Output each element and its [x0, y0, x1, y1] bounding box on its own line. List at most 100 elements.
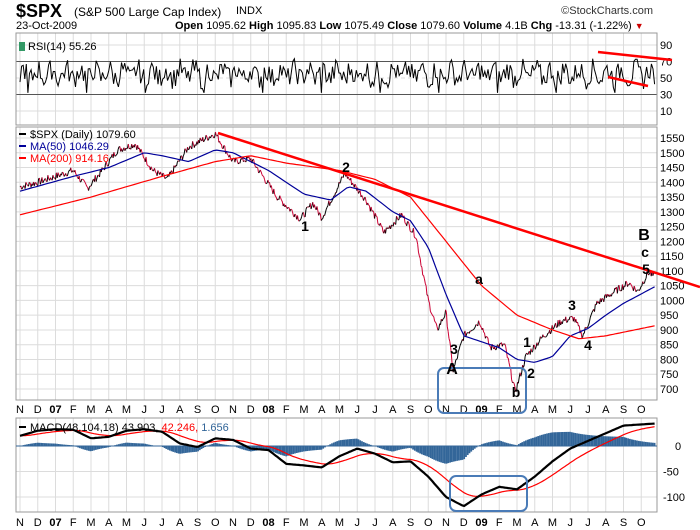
price-segment: [487, 337, 490, 345]
x-tick-label: J: [355, 404, 361, 416]
price-segment: [226, 153, 229, 156]
price-segment: [116, 149, 119, 155]
price-segment: [542, 334, 545, 338]
price-segment: [512, 381, 515, 384]
price-segment: [622, 285, 625, 290]
price-segment: [629, 282, 632, 285]
price-segment: [367, 202, 370, 206]
price-segment: [403, 215, 406, 223]
price-segment: [445, 312, 448, 327]
macd-legend-value: 1.656: [201, 422, 229, 434]
x-tick-label: N: [16, 404, 24, 416]
price-segment: [267, 179, 270, 183]
price-segment: [448, 338, 451, 342]
x-tick-label: S: [194, 404, 201, 416]
x-tick-label: S: [620, 404, 627, 416]
price-segment: [408, 224, 411, 231]
price-segment: [472, 329, 474, 331]
price-segment: [90, 183, 93, 187]
macd-tick-label: -100: [663, 492, 685, 504]
price-segment: [600, 298, 603, 303]
price-segment: [646, 271, 649, 274]
price-segment: [115, 154, 117, 157]
price-segment: [84, 182, 87, 185]
price-segment: [294, 213, 297, 216]
x-tick-label: J: [159, 404, 165, 416]
price-segment: [291, 209, 293, 212]
price-segment: [319, 212, 321, 215]
price-segment: [71, 170, 73, 173]
price-segment: [270, 185, 273, 191]
x-tick-label: J: [568, 517, 574, 529]
price-segment: [456, 358, 458, 360]
price-segment: [192, 141, 194, 145]
price-segment: [105, 161, 108, 166]
price-segment: [625, 280, 628, 283]
x-tick-label: O: [637, 517, 646, 529]
x-tick-label: M: [335, 404, 344, 416]
price-segment: [300, 216, 303, 220]
price-tick-label: 750: [660, 369, 678, 381]
x-tick-label: S: [194, 517, 201, 529]
x-tick-label: A: [531, 404, 539, 416]
price-segment: [205, 134, 208, 138]
price-segment: [184, 148, 187, 151]
price-segment: [159, 171, 162, 175]
price-segment: [319, 213, 322, 221]
price-segment: [397, 218, 400, 221]
price-segment: [575, 318, 578, 324]
price-segment: [473, 326, 476, 329]
price-segment: [204, 138, 206, 141]
price-segment: [588, 321, 590, 326]
low-value: 1075.49: [344, 20, 385, 32]
price-segment: [427, 295, 430, 301]
price-segment: [260, 171, 263, 175]
price-segment: [134, 143, 137, 146]
price-segment: [645, 271, 648, 279]
price-segment: [603, 295, 606, 302]
price-segment: [589, 314, 592, 318]
price-segment: [88, 185, 91, 188]
ma50-line: [19, 149, 655, 363]
price-segment: [468, 330, 471, 334]
price-segment: [416, 240, 419, 245]
price-tick-label: 1450: [660, 163, 684, 175]
price-segment: [70, 167, 73, 173]
x-tick-label: M: [512, 517, 521, 529]
price-tick-label: 950: [660, 310, 678, 322]
price-segment: [203, 139, 205, 143]
x-tick-label: N: [229, 404, 237, 416]
price-segment: [262, 175, 264, 177]
price-segment: [640, 285, 643, 287]
price-segment: [450, 347, 453, 357]
price-segment: [154, 171, 157, 174]
price-segment: [555, 322, 557, 328]
price-segment: [438, 323, 441, 330]
price-segment: [538, 340, 540, 344]
price-segment: [581, 336, 583, 339]
price-segment: [320, 218, 323, 221]
price-segment: [183, 148, 186, 155]
price-segment: [479, 325, 482, 328]
price-segment: [407, 221, 410, 225]
price-segment: [553, 325, 556, 329]
price-segment: [91, 180, 94, 184]
x-tick-label: O: [211, 517, 220, 529]
price-segment: [466, 332, 468, 334]
rsi-icon: [19, 42, 25, 51]
panel-border: [15, 32, 658, 126]
price-segment: [495, 348, 497, 351]
price-segment: [325, 206, 328, 210]
price-segment: [484, 336, 487, 339]
price-segment: [638, 288, 641, 291]
price-tick-label: 1150: [660, 251, 684, 263]
price-segment: [546, 332, 549, 336]
price-segment: [43, 179, 45, 182]
price-segment: [305, 206, 308, 210]
price-tick-label: 1550: [660, 133, 684, 145]
price-segment: [339, 181, 342, 184]
x-tick-label: A: [105, 404, 113, 416]
price-segment: [431, 314, 434, 317]
price-segment: [478, 323, 481, 326]
